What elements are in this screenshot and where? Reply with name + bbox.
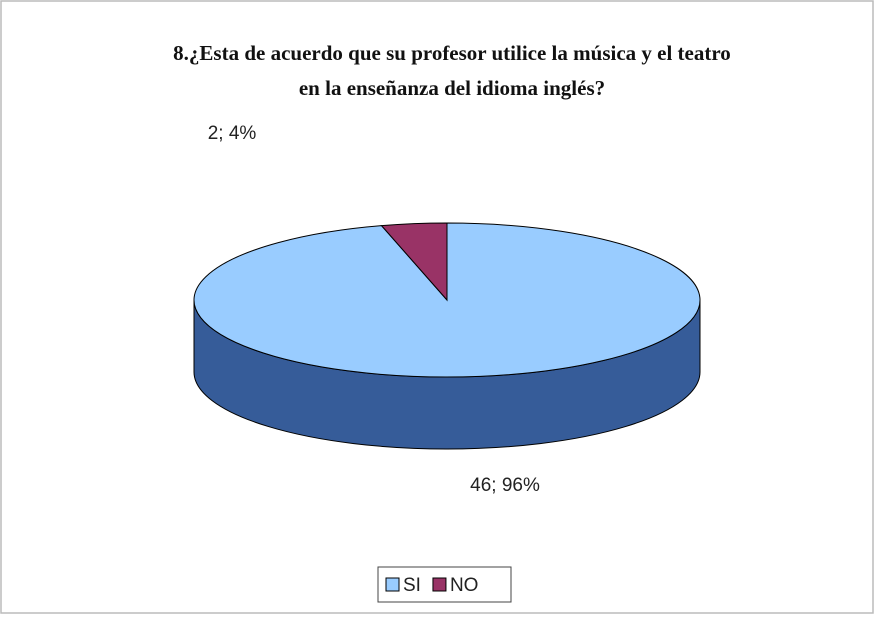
- pie-slice: [380, 222, 448, 302]
- legend-label: SI: [403, 575, 421, 596]
- chart-title: en la enseñanza del idioma inglés?: [299, 76, 605, 100]
- legend-swatch: [385, 577, 400, 592]
- legend-swatch: [432, 577, 447, 592]
- legend-label: NO: [450, 575, 479, 596]
- data-label: 46; 96%: [470, 475, 540, 496]
- chart-title: 8.¿Esta de acuerdo que su profesor utili…: [173, 41, 731, 65]
- data-label: 2; 4%: [208, 123, 257, 144]
